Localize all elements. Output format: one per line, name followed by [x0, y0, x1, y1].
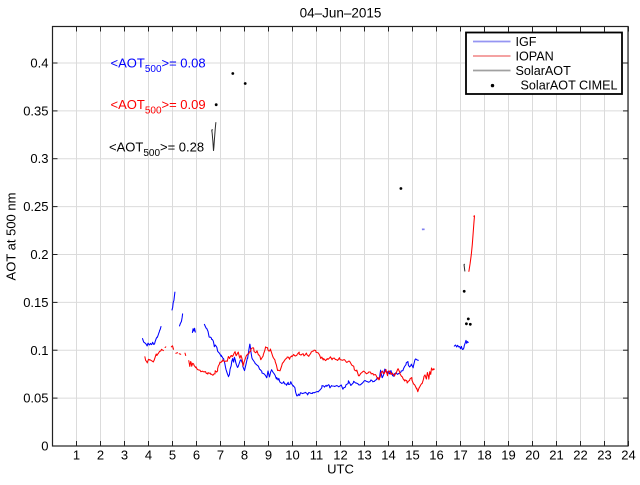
svg-text:IOPAN: IOPAN	[516, 49, 554, 63]
svg-text:8: 8	[241, 448, 248, 463]
svg-text:7: 7	[217, 448, 224, 463]
svg-text:16: 16	[429, 448, 443, 463]
svg-text:3: 3	[121, 448, 128, 463]
svg-text:AOT at 500 nm: AOT at 500 nm	[4, 193, 19, 281]
svg-text:22: 22	[573, 448, 587, 463]
svg-text:5: 5	[169, 448, 176, 463]
svg-text:4: 4	[145, 448, 152, 463]
svg-text:12: 12	[333, 448, 347, 463]
svg-text:23: 23	[597, 448, 611, 463]
svg-text:0.1: 0.1	[30, 343, 48, 358]
svg-text:0: 0	[41, 439, 48, 454]
svg-text:1: 1	[73, 448, 80, 463]
svg-text:6: 6	[193, 448, 200, 463]
svg-text:9: 9	[265, 448, 272, 463]
svg-text:0.4: 0.4	[30, 56, 48, 71]
svg-text:0.05: 0.05	[23, 391, 48, 406]
svg-text:IGF: IGF	[516, 35, 537, 49]
svg-text:2: 2	[97, 448, 104, 463]
svg-text:20: 20	[525, 448, 539, 463]
svg-text:18: 18	[477, 448, 491, 463]
svg-text:SolarAOT CIMEL: SolarAOT CIMEL	[521, 79, 618, 93]
svg-text:SolarAOT: SolarAOT	[516, 64, 572, 78]
svg-text:10: 10	[285, 448, 299, 463]
svg-text:0.25: 0.25	[23, 199, 48, 214]
svg-text:0.35: 0.35	[23, 103, 48, 118]
svg-text:0.2: 0.2	[30, 247, 48, 262]
svg-text:13: 13	[357, 448, 371, 463]
svg-text:14: 14	[381, 448, 395, 463]
svg-text:24: 24	[621, 448, 635, 463]
svg-text:11: 11	[310, 448, 324, 463]
svg-text:UTC: UTC	[327, 462, 354, 477]
svg-text:04–Jun–2015: 04–Jun–2015	[300, 6, 382, 21]
svg-text:17: 17	[453, 448, 467, 463]
svg-text:19: 19	[501, 448, 515, 463]
svg-text:21: 21	[549, 448, 563, 463]
svg-text:0.3: 0.3	[30, 151, 48, 166]
svg-text:15: 15	[405, 448, 419, 463]
svg-text:0.15: 0.15	[23, 295, 48, 310]
